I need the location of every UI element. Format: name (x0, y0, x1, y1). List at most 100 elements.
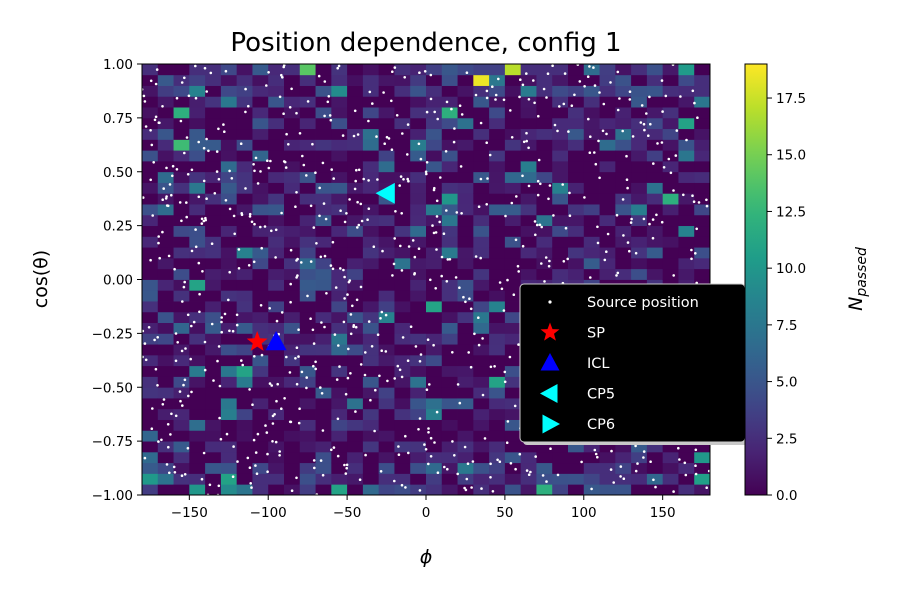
source-position-dot (596, 225, 599, 229)
heatmap-bin (646, 257, 664, 270)
heatmap-bin (410, 74, 427, 86)
heatmap-bin (694, 150, 711, 162)
y-tick-label: 0.00 (103, 273, 133, 289)
heatmap-bin (410, 451, 427, 464)
heatmap-bin (473, 365, 490, 377)
heatmap-bin (236, 365, 253, 377)
source-position-dot (142, 94, 146, 98)
heatmap-bin (568, 462, 585, 474)
heatmap-bin (284, 408, 301, 420)
heatmap-bin (426, 257, 443, 270)
source-position-dot (674, 154, 678, 157)
heatmap-bin (157, 408, 174, 420)
heatmap-bin (646, 96, 664, 108)
heatmap-bin (157, 85, 174, 97)
heatmap-bin (236, 193, 253, 205)
source-position-dot (240, 212, 243, 215)
heatmap-bin (504, 451, 522, 464)
heatmap-bin (394, 290, 411, 302)
colorbar-tick-label: 10.0 (776, 261, 806, 277)
heatmap-bin (536, 214, 553, 227)
source-position-dot (477, 316, 480, 320)
source-position-dot (647, 134, 650, 137)
source-position-dot (355, 168, 358, 172)
source-position-dot (344, 472, 348, 475)
heatmap-bin (284, 236, 301, 248)
heatmap-bin (536, 473, 553, 485)
heatmap-bin (157, 268, 174, 280)
heatmap-bin (536, 107, 553, 119)
source-position-dot (442, 232, 446, 235)
heatmap-bin (173, 236, 190, 248)
heatmap-bin (552, 473, 569, 485)
heatmap-bin (189, 451, 206, 464)
heatmap-bin (441, 160, 458, 173)
source-position-dot (384, 313, 388, 317)
heatmap-bin (615, 64, 632, 76)
heatmap-bin (457, 344, 474, 356)
heatmap-bin (473, 107, 490, 119)
heatmap-bin (583, 214, 600, 227)
source-position-dot (200, 477, 204, 481)
heatmap-bin (457, 225, 474, 237)
heatmap-bin (157, 279, 174, 291)
heatmap-bin (457, 193, 474, 205)
source-position-dot (200, 217, 204, 221)
heatmap-bin (315, 419, 332, 431)
heatmap-bin (236, 117, 253, 130)
heatmap-bin (599, 96, 616, 108)
source-position-dot (269, 159, 272, 163)
heatmap-bin (631, 117, 648, 130)
heatmap-bin (441, 225, 458, 237)
heatmap-bin (583, 441, 600, 453)
heatmap-bin (173, 398, 190, 410)
source-position-dot (332, 446, 336, 449)
heatmap-bin (615, 247, 632, 259)
heatmap-bin (631, 74, 648, 86)
heatmap-bin (378, 204, 395, 216)
colorbar-tick-label: 12.5 (776, 204, 806, 220)
source-position-dot (593, 151, 596, 154)
heatmap-bin (299, 225, 316, 237)
heatmap-bin (189, 236, 206, 248)
heatmap-bin (473, 290, 490, 302)
heatmap-bin (252, 451, 269, 464)
heatmap-bin (331, 365, 348, 377)
source-position-dot (401, 336, 405, 339)
source-position-dot (406, 359, 410, 363)
source-position-dot (481, 393, 485, 397)
source-position-dot (367, 320, 371, 323)
heatmap-bin (489, 430, 506, 442)
source-position-dot (403, 76, 407, 79)
heatmap-bin (315, 139, 332, 151)
heatmap-bin (394, 74, 411, 86)
heatmap-bin (362, 333, 380, 345)
source-position-dot (636, 462, 639, 465)
heatmap-bin (410, 150, 427, 162)
source-position-dot (255, 472, 259, 476)
heatmap-bin (252, 225, 269, 237)
heatmap-bin (331, 225, 348, 237)
source-position-dot (141, 196, 145, 199)
heatmap-bin (252, 247, 269, 259)
heatmap-bin (646, 441, 664, 453)
source-position-dot (363, 373, 367, 377)
heatmap-bin (410, 387, 427, 399)
source-position-dot (331, 267, 335, 271)
heatmap-bin (315, 484, 332, 496)
source-position-dot (256, 432, 260, 436)
heatmap-bin (520, 128, 537, 140)
source-position-dot (190, 168, 194, 172)
source-position-dot (217, 345, 221, 348)
heatmap-bin (315, 301, 332, 313)
heatmap-bin (441, 64, 458, 76)
source-position-dot (160, 438, 163, 442)
heatmap-bin (520, 204, 537, 216)
source-position-dot (278, 450, 282, 453)
heatmap-bin (173, 268, 190, 280)
heatmap-bin (236, 430, 253, 442)
source-position-dot (215, 150, 219, 153)
heatmap-bin (284, 96, 301, 108)
heatmap-bin (441, 484, 458, 496)
source-position-dot (147, 326, 151, 329)
